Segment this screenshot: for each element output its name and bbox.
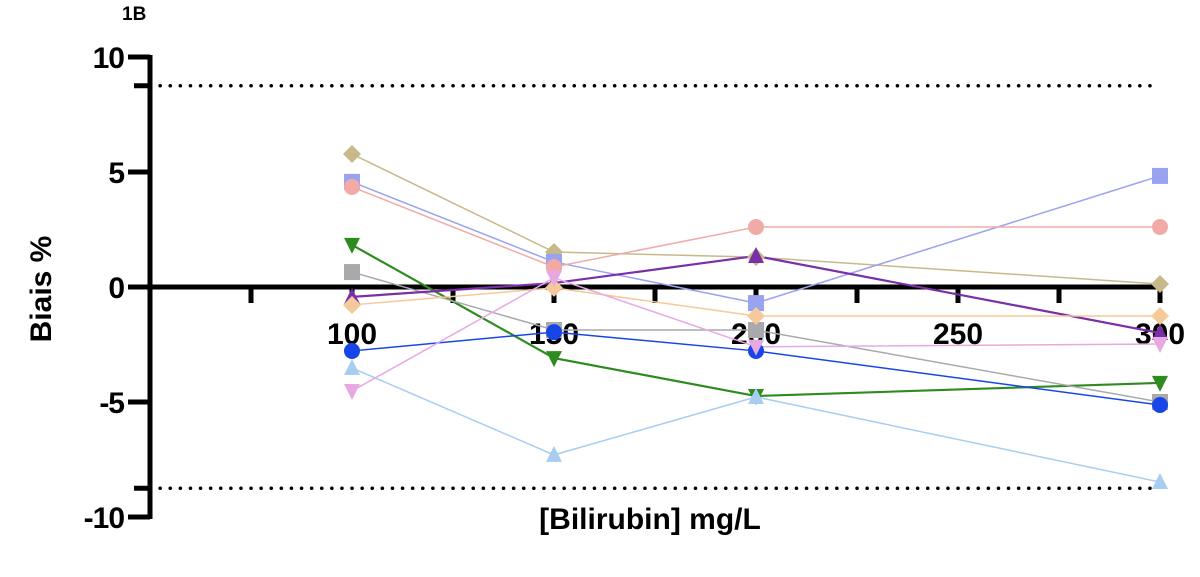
- series-line-purple-triangle: [351, 254, 1161, 335]
- marker-triangle-up-icon: [344, 287, 360, 304]
- series-line-lightblue-triangle: [351, 367, 1161, 483]
- y-tick-label: 0: [108, 272, 124, 305]
- marker-circle-icon: [748, 218, 764, 235]
- marker-triangle-up-icon: [748, 387, 764, 404]
- marker-diamond-icon: [1151, 275, 1169, 294]
- marker-square-icon: [344, 264, 360, 281]
- marker-circle-icon: [344, 342, 360, 359]
- marker-triangle-up-icon: [344, 358, 360, 375]
- x-axis-label: [Bilirubin] mg/L: [539, 503, 761, 536]
- marker-circle-icon: [1152, 218, 1168, 235]
- marker-circle-icon: [344, 178, 360, 195]
- series-line-gray-square: [351, 271, 1161, 403]
- series-line-tan-diamond: [351, 153, 1161, 285]
- marker-triangle-down-icon: [546, 270, 562, 287]
- marker-triangle-down-icon: [344, 237, 360, 254]
- marker-diamond-icon: [343, 295, 361, 314]
- marker-triangle-down-icon: [546, 351, 562, 368]
- marker-diamond-icon: [545, 278, 563, 297]
- series-line-orange-diamond: [351, 287, 1160, 317]
- series-line-pink-circle: [351, 186, 1160, 268]
- marker-diamond-icon: [545, 243, 563, 262]
- marker-triangle-up-icon: [1152, 473, 1168, 490]
- y-tick-label: -5: [99, 387, 124, 420]
- marker-triangle-down-icon: [748, 339, 764, 356]
- marker-triangle-down-icon: [1152, 337, 1168, 354]
- series-line-pink-down-triangle: [351, 276, 1161, 392]
- marker-diamond-icon: [343, 145, 361, 164]
- series-line-blue-circle: [351, 331, 1161, 406]
- panel-label: 1B: [122, 4, 147, 25]
- marker-square-icon: [1152, 167, 1168, 184]
- marker-diamond-icon: [1151, 306, 1169, 325]
- marker-triangle-down-icon: [1152, 375, 1168, 392]
- marker-square-icon: [748, 295, 764, 312]
- marker-circle-icon: [546, 324, 562, 341]
- marker-square-icon: [748, 322, 764, 339]
- marker-triangle-up-icon: [748, 246, 764, 263]
- y-tick-label: 10: [93, 42, 125, 75]
- marker-triangle-down-icon: [344, 383, 360, 400]
- y-tick-label: -10: [84, 502, 125, 535]
- marker-triangle-up-icon: [1152, 324, 1168, 340]
- y-tick-label: 5: [108, 157, 124, 190]
- marker-diamond-icon: [747, 306, 765, 325]
- marker-triangle-up-icon: [546, 445, 562, 462]
- marker-circle-icon: [1152, 396, 1168, 413]
- series-line-blue-square: [351, 175, 1161, 304]
